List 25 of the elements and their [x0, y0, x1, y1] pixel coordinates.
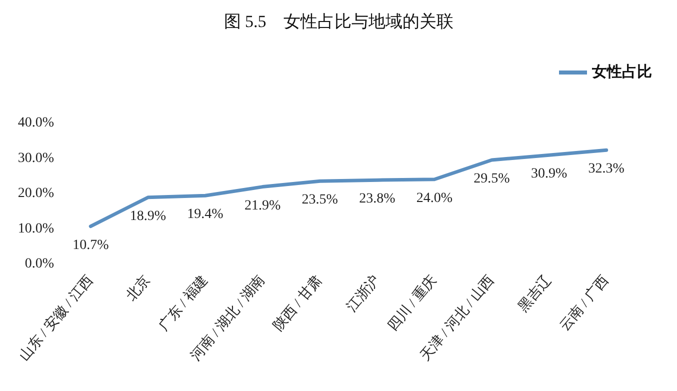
data-label: 32.3%: [588, 162, 625, 177]
data-label: 21.9%: [244, 198, 281, 214]
y-tick-label: 0.0%: [24, 256, 54, 272]
data-label: 29.5%: [474, 172, 510, 187]
x-tick-label: 江浙沪: [344, 272, 383, 315]
data-label: 23.5%: [302, 192, 338, 208]
x-tick-label: 四川 / 重庆: [384, 272, 440, 334]
x-tick-label: 陕西 / 甘肃: [270, 272, 326, 334]
data-label: 30.9%: [530, 166, 568, 182]
x-tick-label: 云南 / 广西: [556, 272, 612, 334]
data-label: 10.7%: [72, 238, 110, 253]
data-label: 19.4%: [187, 207, 224, 222]
x-tick-label: 北京: [123, 272, 154, 304]
y-tick-label: 20.0%: [18, 186, 54, 201]
y-tick-label: 30.0%: [18, 150, 54, 166]
data-label: 23.8%: [359, 192, 396, 207]
chart-title: 图 5.5 女性占比与地域的关联: [224, 12, 454, 31]
data-label: 24.0%: [416, 190, 453, 206]
x-tick-label: 山东 / 安徽 / 江西: [16, 272, 96, 364]
legend-label: 女性占比: [591, 64, 652, 80]
data-label: 18.9%: [130, 208, 166, 224]
x-tick-label: 黑吉辽: [516, 272, 555, 315]
y-tick-label: 10.0%: [18, 221, 54, 236]
y-tick-label: 40.0%: [18, 116, 54, 130]
x-tick-label: 广东 / 福建: [156, 272, 211, 334]
